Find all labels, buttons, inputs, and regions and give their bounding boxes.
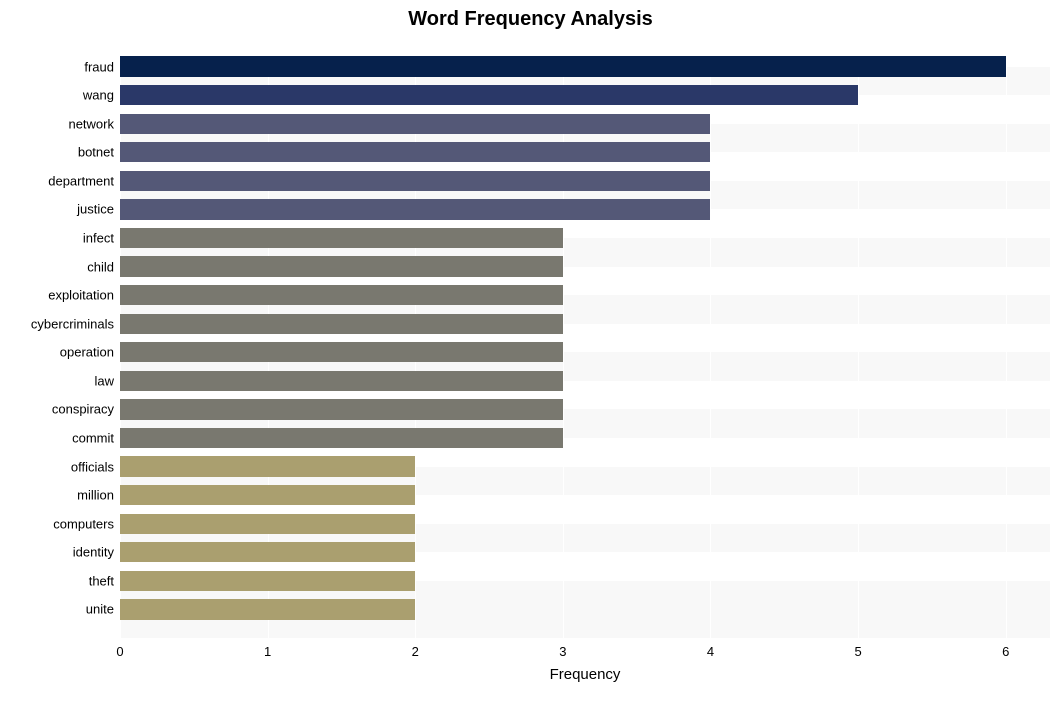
chart-title: Word Frequency Analysis: [0, 8, 1061, 31]
bar: [120, 599, 415, 619]
word-frequency-chart: Word Frequency Analysis fraudwangnetwork…: [0, 0, 1061, 701]
y-axis-label: unite: [86, 602, 114, 617]
x-axis-tick-label: 2: [412, 644, 419, 659]
bar: [120, 285, 563, 305]
y-axis-label: child: [87, 259, 114, 274]
x-axis-tick-label: 0: [116, 644, 123, 659]
grid-line: [1006, 38, 1007, 638]
grid-line: [858, 38, 859, 638]
x-axis-tick-label: 5: [854, 644, 861, 659]
x-axis-title: Frequency: [550, 666, 621, 683]
bar: [120, 485, 415, 505]
y-axis-label: conspiracy: [52, 402, 114, 417]
y-axis-label: justice: [77, 202, 114, 217]
y-axis-label: wang: [83, 88, 114, 103]
bar: [120, 371, 563, 391]
y-axis-label: officials: [71, 459, 114, 474]
y-axis-label: commit: [72, 431, 114, 446]
bar: [120, 171, 710, 191]
y-axis-label: cybercriminals: [31, 316, 114, 331]
grid-line: [710, 38, 711, 638]
bar: [120, 456, 415, 476]
bar: [120, 571, 415, 591]
x-axis-tick-label: 3: [559, 644, 566, 659]
y-axis-label: operation: [60, 345, 114, 360]
bar: [120, 514, 415, 534]
y-axis-label: million: [77, 488, 114, 503]
bar: [120, 199, 710, 219]
bar: [120, 114, 710, 134]
bar: [120, 85, 858, 105]
y-axis-label: fraud: [84, 59, 114, 74]
x-axis-tick-label: 6: [1002, 644, 1009, 659]
y-axis-label: botnet: [78, 145, 114, 160]
y-axis-label: network: [68, 116, 114, 131]
y-axis-label: law: [94, 373, 114, 388]
y-axis-label: exploitation: [48, 288, 114, 303]
bar: [120, 399, 563, 419]
bar: [120, 142, 710, 162]
y-axis-label: computers: [53, 516, 114, 531]
plot-area: fraudwangnetworkbotnetdepartmentjusticei…: [120, 38, 1050, 638]
bar: [120, 256, 563, 276]
x-axis-tick-label: 4: [707, 644, 714, 659]
y-axis-label: identity: [73, 545, 114, 560]
x-axis-tick-label: 1: [264, 644, 271, 659]
y-axis-label: department: [48, 173, 114, 188]
bar: [120, 342, 563, 362]
bar: [120, 56, 1006, 76]
bar: [120, 542, 415, 562]
bar: [120, 228, 563, 248]
y-axis-label: theft: [89, 573, 114, 588]
bar: [120, 314, 563, 334]
y-axis-label: infect: [83, 231, 114, 246]
bar: [120, 428, 563, 448]
